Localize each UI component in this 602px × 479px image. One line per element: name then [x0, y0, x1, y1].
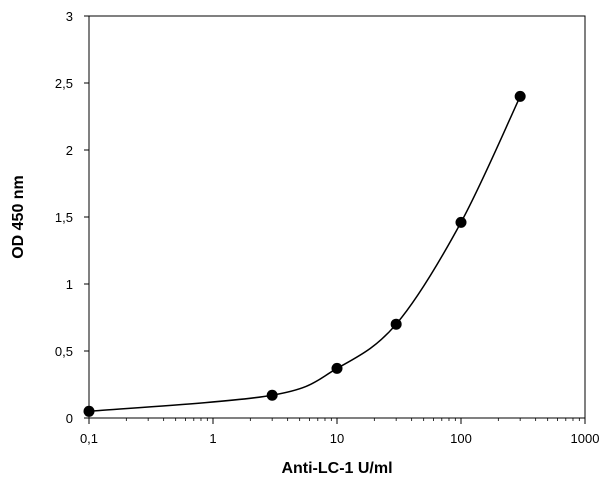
y-tick-label: 2 — [66, 143, 73, 158]
data-point — [331, 362, 343, 374]
x-tick-label: 10 — [330, 431, 344, 446]
data-points — [83, 90, 526, 417]
data-point — [514, 90, 526, 102]
y-tick-label: 1 — [66, 277, 73, 292]
y-tick-label: 0 — [66, 411, 73, 426]
series-line — [88, 96, 521, 413]
data-point — [266, 389, 278, 401]
x-axis-title: Anti-LC-1 U/ml — [281, 460, 392, 477]
x-tick-label: 100 — [450, 431, 472, 446]
y-axis-title: OD 450 nm — [10, 175, 27, 259]
x-tick-label: 1 — [209, 431, 216, 446]
data-point — [455, 216, 467, 228]
y-tick-label: 3 — [66, 9, 73, 24]
data-point — [83, 405, 95, 417]
x-tick-label: 0,1 — [80, 431, 98, 446]
plot-area — [88, 15, 586, 419]
data-point — [390, 318, 402, 330]
y-tick-label: 2,5 — [55, 76, 73, 91]
y-axis: 0 0,5 1 1,5 2 2,5 3 — [55, 9, 89, 426]
x-tick-label: 1000 — [571, 431, 600, 446]
x-axis: 0,1 1 10 100 1000 — [80, 418, 600, 446]
y-tick-label: 0,5 — [55, 344, 73, 359]
y-tick-label: 1,5 — [55, 210, 73, 225]
